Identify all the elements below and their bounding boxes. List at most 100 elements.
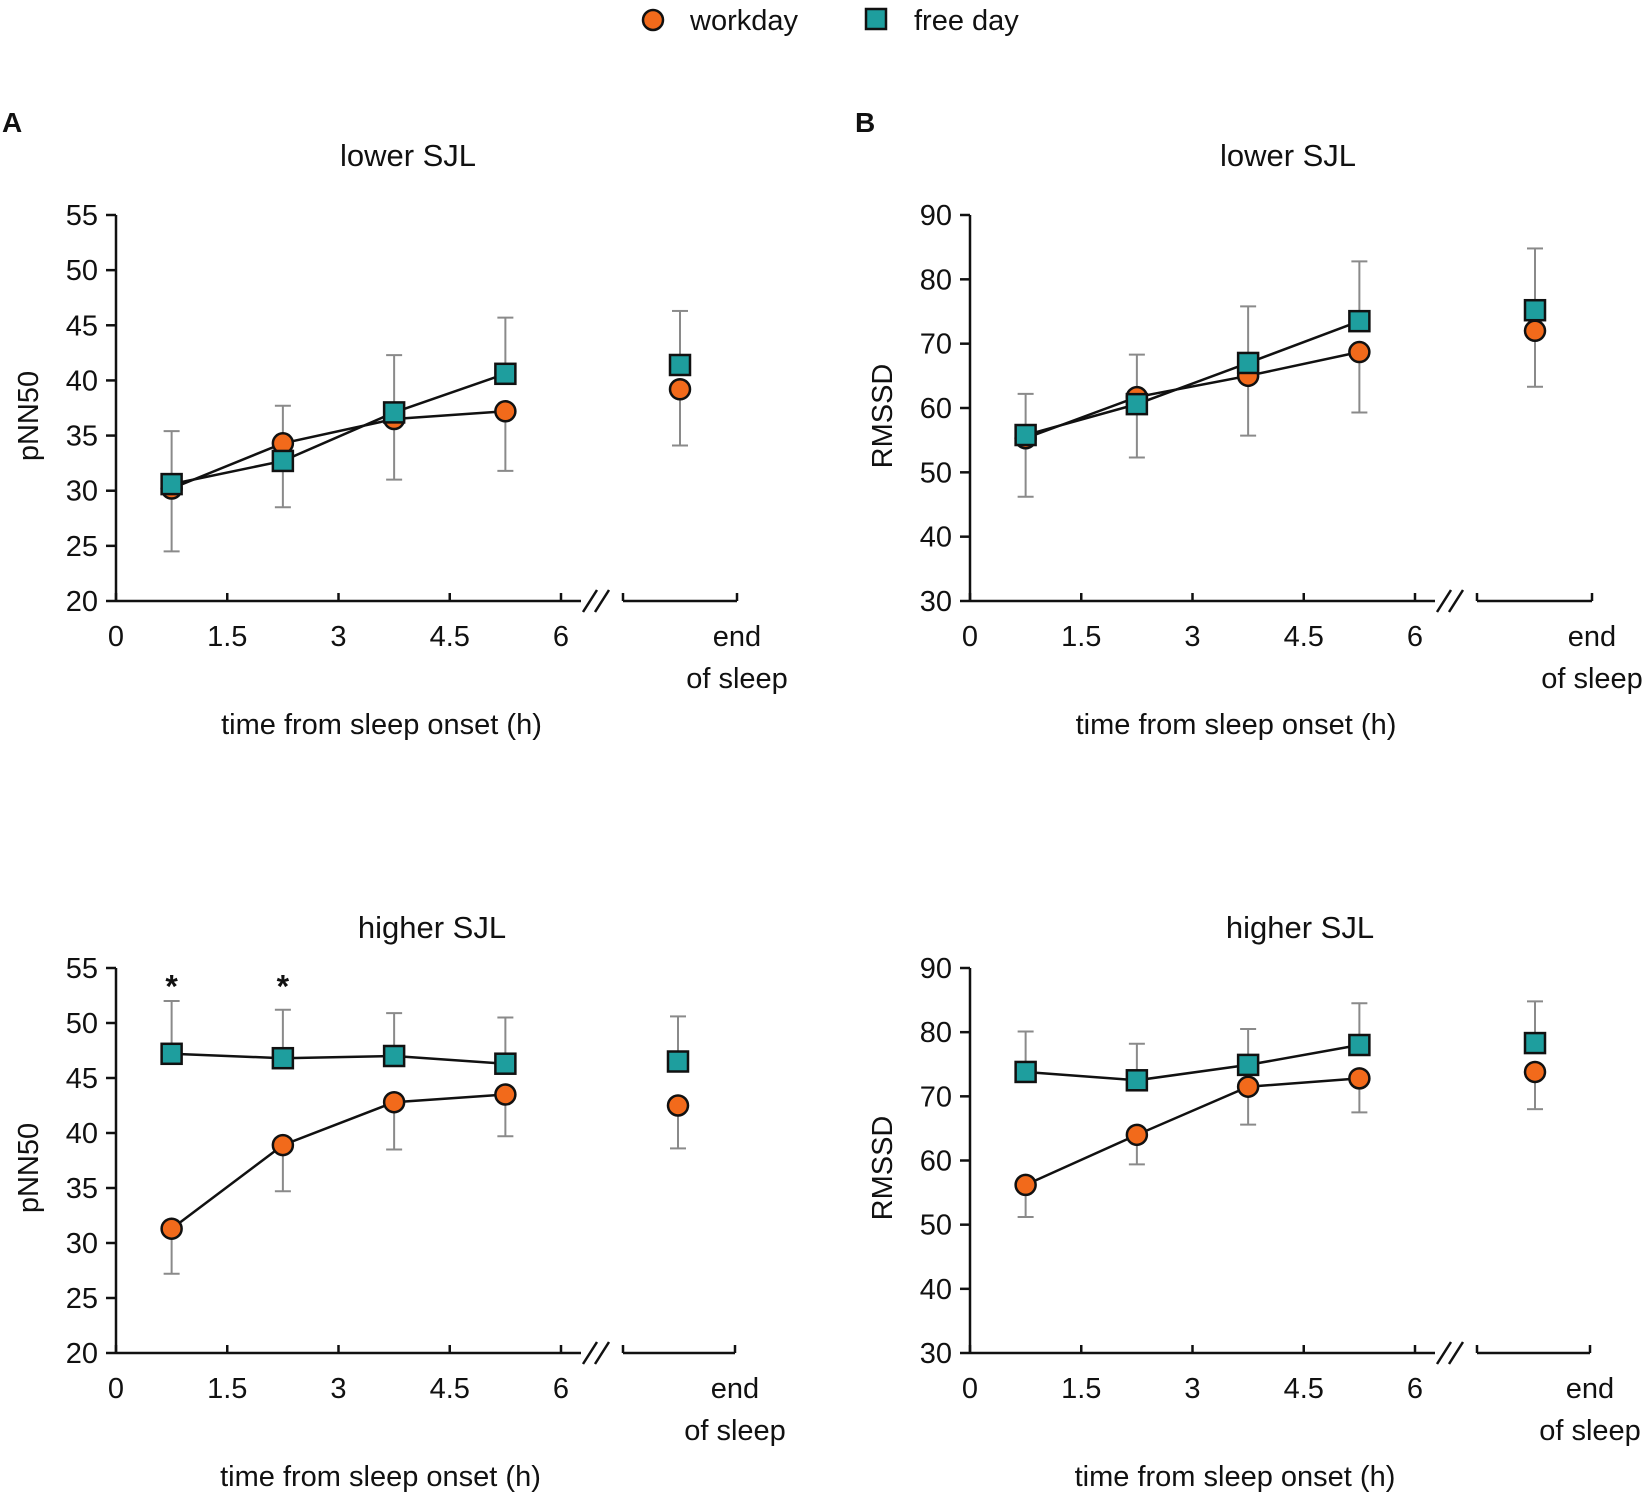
x-tick-label: 3 [330, 1373, 346, 1405]
x-tick-label: 4.5 [430, 621, 470, 653]
point-workday [271, 1133, 295, 1157]
y-tick-label: 90 [920, 953, 952, 985]
x-end-label: end [713, 621, 761, 653]
x-axis-label: time from sleep onset (h) [220, 1461, 541, 1493]
point-workday [494, 400, 517, 423]
point-workday [382, 1090, 406, 1114]
y-axis-label: RMSSD [867, 364, 899, 469]
y-tick-label: 55 [66, 953, 98, 985]
y-tick-label: 20 [66, 1338, 98, 1370]
y-tick-label: 45 [66, 1063, 98, 1095]
legend-free-day-marker [864, 7, 888, 31]
point-free-day [494, 362, 517, 386]
x-tick-label: 4.5 [430, 1373, 470, 1405]
y-tick-label: 60 [920, 393, 952, 425]
point-free-day [666, 1050, 690, 1073]
axis-break-mark [581, 589, 599, 613]
chart-title: higher SJL [1226, 910, 1374, 945]
x-tick-label: 1.5 [1061, 621, 1101, 653]
point-free-day [160, 472, 183, 496]
x-tick-label: 6 [1407, 621, 1423, 653]
point-workday [1014, 1173, 1037, 1197]
axis-break-mark [1447, 1341, 1465, 1365]
x-tick-label: 4.5 [1284, 621, 1324, 653]
point-workday [494, 1083, 517, 1106]
chart-title: lower SJL [340, 138, 476, 173]
x-axis-label: time from sleep onset (h) [1075, 1461, 1396, 1493]
y-tick-label: 30 [66, 476, 98, 508]
y-tick-label: 40 [66, 1118, 98, 1150]
point-workday [1348, 340, 1371, 364]
point-workday [1348, 1067, 1371, 1090]
axis-break-mark [1435, 1341, 1453, 1365]
point-free-day [1125, 392, 1149, 416]
legend-workday-marker [641, 8, 665, 32]
point-free-day [668, 353, 692, 377]
point-workday [160, 1217, 183, 1240]
x-tick-label: 0 [108, 621, 124, 653]
point-free-day [1523, 298, 1547, 322]
axis-break-mark [1447, 589, 1465, 613]
x-tick-label: 3 [1184, 621, 1200, 653]
legend-free-day-label: free day [914, 5, 1019, 37]
x-tick-label: 6 [1407, 1373, 1423, 1405]
x-tick-label: 1.5 [207, 621, 247, 653]
panel-letter: A [2, 107, 22, 138]
y-tick-label: 50 [66, 1008, 98, 1040]
y-tick-label: 70 [920, 1081, 952, 1113]
point-free-day [1014, 1060, 1037, 1084]
significance-star: * [165, 969, 178, 1005]
x-end-label: of sleep [1539, 1415, 1641, 1447]
x-tick-label: 3 [330, 621, 346, 653]
point-workday [1125, 1123, 1149, 1147]
x-tick-label: 1.5 [1061, 1373, 1101, 1405]
x-end-label: end [1566, 1373, 1614, 1405]
axis-break-mark [581, 1341, 599, 1365]
series-line-free-day [171, 1052, 506, 1065]
x-end-label: end [711, 1373, 759, 1405]
point-workday [1523, 319, 1547, 343]
y-tick-label: 80 [920, 1017, 952, 1049]
point-workday [666, 1094, 690, 1117]
series-line-workday [171, 410, 506, 490]
y-tick-label: 30 [66, 1228, 98, 1260]
legend-workday-label: workday [689, 5, 798, 37]
y-tick-label: 40 [920, 522, 952, 554]
x-tick-label: 3 [1184, 1373, 1200, 1405]
y-tick-label: 40 [66, 365, 98, 397]
y-tick-label: 40 [920, 1274, 952, 1306]
point-free-day [160, 1042, 183, 1066]
panel-A-higher: higher SJL 20 25 30 35 40 45 50 55 pNN50 0 1.5 3 4.5 6… [13, 910, 786, 1493]
series-line-workday [1025, 1077, 1360, 1187]
series-line-free-day [1025, 319, 1360, 437]
point-free-day [1236, 1053, 1260, 1077]
point-free-day [1348, 309, 1371, 333]
y-tick-label: 45 [66, 310, 98, 342]
x-axis-label: time from sleep onset (h) [1076, 709, 1397, 741]
axis-break-mark [593, 589, 611, 613]
point-workday [1236, 1075, 1260, 1098]
y-tick-label: 55 [66, 200, 98, 232]
y-tick-label: 30 [920, 1338, 952, 1370]
panel-B-higher: higher SJL 30 40 50 60 70 80 90 RMSSD 0 1.5 3 4.5 6 en… [867, 910, 1641, 1493]
point-free-day [271, 1046, 295, 1070]
series-line-workday [1025, 350, 1360, 440]
y-axis-label: pNN50 [13, 371, 45, 461]
point-free-day [271, 449, 295, 473]
point-free-day [1236, 351, 1260, 375]
x-tick-label: 6 [553, 621, 569, 653]
series-line-free-day [1025, 1043, 1360, 1082]
x-axis-label: time from sleep onset (h) [221, 709, 542, 741]
y-tick-label: 30 [920, 586, 952, 618]
chart-title: higher SJL [358, 910, 506, 945]
axis-break-mark [593, 1341, 611, 1365]
x-end-label: end [1568, 621, 1616, 653]
y-tick-label: 25 [66, 531, 98, 563]
x-tick-label: 0 [962, 1373, 978, 1405]
point-workday [1523, 1060, 1547, 1084]
x-tick-label: 1.5 [207, 1373, 247, 1405]
x-end-label: of sleep [1541, 663, 1643, 695]
y-tick-label: 20 [66, 586, 98, 618]
